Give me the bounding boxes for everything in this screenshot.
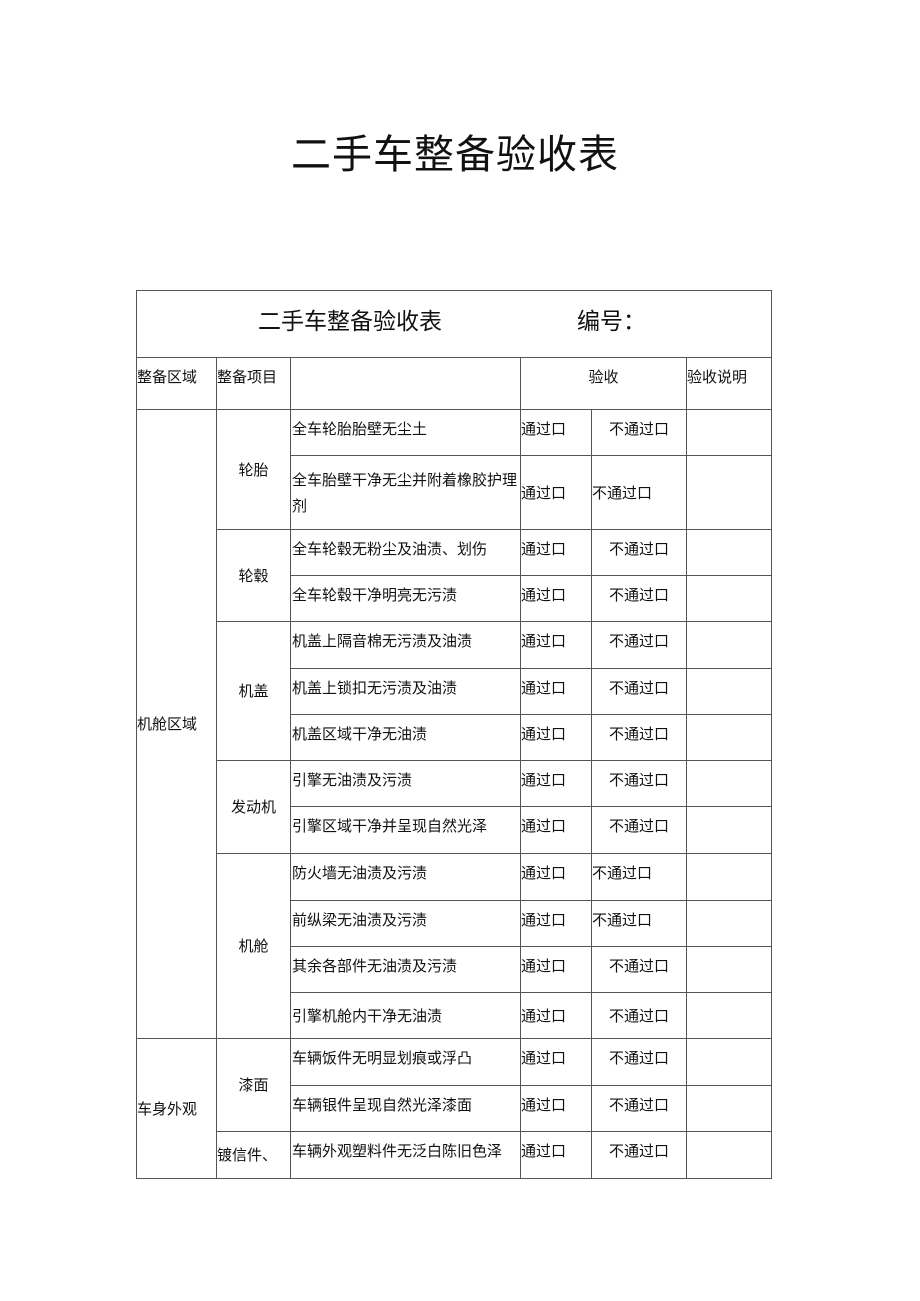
pass-checkbox[interactable]: 通过口 [520,621,592,669]
pass-checkbox[interactable]: 通过口 [520,668,592,715]
document-title: 二手车整备验收表 [291,132,619,178]
form-title-row: 二手车整备验收表 编号： [135,290,773,358]
fail-checkbox[interactable]: 不通过口 [591,806,687,854]
check-item: 前纵梁无油渍及污渍 [290,900,521,947]
fail-checkbox[interactable]: 不通过口 [591,668,687,715]
note-field[interactable] [685,806,773,854]
check-item: 其余各部件无油渍及污渍 [290,946,521,993]
check-item: 机盖区域干净无油渍 [290,714,521,761]
table-row: 前纵梁无油渍及污渍 通过口 不通过口 [137,900,773,947]
form-title: 二手车整备验收表 [258,309,442,335]
note-field[interactable] [685,900,773,947]
header-detail [290,357,521,410]
header-notes: 验收说明 [685,357,773,410]
note-field[interactable] [685,529,773,576]
table-row: 轮毂 全车轮毂无粉尘及油渍、划伤 通过口 不通过口 [137,529,773,622]
table-row: 车辆银件呈现自然光泽漆面 通过口 不通过口 [137,1085,773,1132]
pass-checkbox[interactable]: 通过口 [520,946,592,993]
pass-checkbox[interactable]: 通过口 [520,529,592,576]
column-header-row: 整备区域 整备项目 验收 验收说明 [136,357,773,410]
table-row: 机舱 防火墙无油渍及污渍 通过口 不通过口 [137,853,773,1039]
header-area: 整备区域 [136,357,217,410]
pass-checkbox[interactable]: 通过口 [520,1038,592,1086]
header-acceptance: 验收 [520,357,687,410]
check-item: 引擎无油渍及污渍 [290,760,521,807]
note-field[interactable] [685,621,773,669]
fail-checkbox[interactable]: 不通过口 [591,900,687,947]
check-item: 引擎机舱内干净无油渍 [290,992,521,1039]
check-item: 车辆饭件无明显划痕或浮凸 [290,1038,521,1086]
note-field[interactable] [685,714,773,761]
fail-checkbox[interactable]: 不通过口 [591,992,687,1039]
item-group-cell: 机盖 [216,621,291,761]
fail-checkbox[interactable]: 不通过口 [591,529,687,576]
table-row: 全车胎壁干净无尘并附着橡胶护理剂 通过口 不通过口 [137,455,773,530]
check-item: 机盖上锁扣无污渍及油渍 [290,668,521,715]
fail-checkbox[interactable]: 不通过口 [591,853,687,901]
pass-checkbox[interactable]: 通过口 [520,900,592,947]
pass-checkbox[interactable]: 通过口 [520,760,592,807]
fail-checkbox[interactable]: 不通过口 [591,1038,687,1086]
table-row: 机盖区域干净无油渍 通过口 不通过口 [137,714,773,761]
table-row: 发动机 引擎无油渍及污渍 通过口 不通过口 [137,760,773,854]
table-row: 全车轮毂干净明亮无污渍 通过口 不通过口 [137,575,773,622]
pass-checkbox[interactable]: 通过口 [520,853,592,901]
note-field[interactable] [685,760,773,807]
pass-checkbox[interactable]: 通过口 [520,992,592,1039]
pass-checkbox[interactable]: 通过口 [520,575,592,622]
table-row: 机舱区域 轮胎 全车轮胎胎壁无尘土 通过口 不通过口 [136,409,773,1039]
form-number-label: 编号： [577,309,646,335]
fail-checkbox[interactable]: 不通过口 [591,946,687,993]
item-group-cell: 漆面 [216,1038,291,1132]
check-item: 全车轮毂干净明亮无污渍 [290,575,521,622]
pass-checkbox[interactable]: 通过口 [520,806,592,854]
form-title-cell: 二手车整备验收表 编号： [135,290,773,358]
note-field[interactable] [685,1038,773,1086]
note-field[interactable] [685,409,773,456]
check-item: 全车胎壁干净无尘并附着橡胶护理剂 [290,455,521,530]
note-field[interactable] [685,575,773,622]
item-group-cell: 轮胎 [216,409,291,530]
note-field[interactable] [685,1131,773,1179]
table-row: 机盖上锁扣无污渍及油渍 通过口 不通过口 [137,668,773,715]
fail-checkbox[interactable]: 不通过口 [591,714,687,761]
acceptance-form-table: 二手车整备验收表 编号： 整备区域 整备项目 验收 验收说明 机舱区域 轮胎 全车轮… [135,290,773,1179]
check-item: 防火墙无油渍及污渍 [290,853,521,901]
check-item: 车辆外观塑料件无泛白陈旧色泽 [290,1131,521,1179]
item-group-cell: 发动机 [216,760,291,854]
fail-checkbox[interactable]: 不通过口 [591,1085,687,1132]
note-field[interactable] [685,946,773,993]
note-field[interactable] [685,668,773,715]
fail-checkbox[interactable]: 不通过口 [591,621,687,669]
fail-checkbox[interactable]: 不通过口 [591,760,687,807]
pass-checkbox[interactable]: 通过口 [520,455,592,530]
note-field[interactable] [685,455,773,530]
check-item: 机盖上隔音棉无污渍及油渍 [290,621,521,669]
check-item: 全车轮胎胎壁无尘土 [290,409,521,456]
table-row: 镀信件、 车辆外观塑料件无泛白陈旧色泽 通过口 不通过口 [137,1131,773,1179]
table-row: 机盖 机盖上隔音棉无污渍及油渍 通过口 不通过口 [137,621,773,761]
fail-checkbox[interactable]: 不通过口 [591,409,687,456]
check-item: 引擎区域干净并呈现自然光泽 [290,806,521,854]
area-cell: 车身外观 [136,1038,217,1179]
pass-checkbox[interactable]: 通过口 [520,409,592,456]
note-field[interactable] [685,853,773,901]
pass-checkbox[interactable]: 通过口 [520,1131,592,1179]
table-row: 引擎区域干净并呈现自然光泽 通过口 不通过口 [137,806,773,854]
item-group-cell: 轮毂 [216,529,291,622]
note-field[interactable] [685,992,773,1039]
fail-checkbox[interactable]: 不通过口 [591,455,687,530]
header-item: 整备项目 [216,357,291,410]
check-item: 车辆银件呈现自然光泽漆面 [290,1085,521,1132]
pass-checkbox[interactable]: 通过口 [520,714,592,761]
fail-checkbox[interactable]: 不通过口 [591,1131,687,1179]
item-group-cell: 镀信件、 [216,1131,291,1179]
pass-checkbox[interactable]: 通过口 [520,1085,592,1132]
table-row: 车身外观 漆面 车辆饭件无明显划痕或浮凸 通过口 不通过口 [136,1038,773,1179]
fail-checkbox[interactable]: 不通过口 [591,575,687,622]
item-group-cell: 机舱 [216,853,291,1039]
note-field[interactable] [685,1085,773,1132]
check-item: 全车轮毂无粉尘及油渍、划伤 [290,529,521,576]
area-cell: 机舱区域 [136,409,217,1039]
